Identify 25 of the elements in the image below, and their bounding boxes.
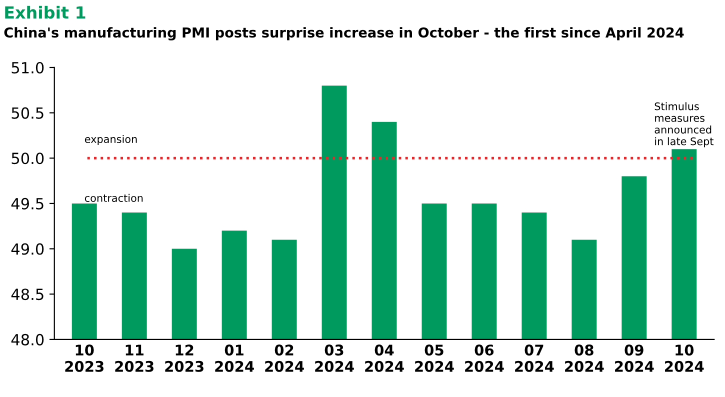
annotation: expansion — [84, 134, 137, 146]
x-tick-label: 05 2024 — [415, 344, 454, 372]
x-tick-label: 02 2024 — [265, 344, 304, 372]
y-tick-label: 50.5 — [12, 107, 44, 119]
y-tick-label: 48.5 — [11, 288, 44, 300]
x-tick-label: 10 2024 — [664, 344, 704, 372]
x-tick-label: 04 2024 — [365, 344, 404, 372]
x-tick-label: 10 2023 — [65, 344, 104, 372]
x-tick-label: 09 2024 — [615, 344, 654, 372]
annotation: contraction — [84, 194, 143, 202]
annotation: Stimulus measures announced in late Sept — [654, 102, 714, 148]
chart-subtitle: China's manufacturing PMI posts surprise increase in October - the first since April 2024 — [4, 27, 684, 40]
chart-title: Exhibit 1 — [5, 6, 86, 19]
y-tick-label: 50.0 — [12, 152, 44, 164]
y-tick-label: 49.5 — [11, 198, 44, 210]
x-tick-label: 11 2023 — [115, 344, 154, 372]
x-tick-label: 01 2024 — [215, 344, 254, 372]
x-tick-label: 08 2024 — [565, 344, 604, 372]
x-tick-label: 06 2024 — [465, 344, 504, 372]
y-tick-label: 49.0 — [11, 243, 44, 255]
x-tick-label: 03 2024 — [315, 344, 354, 372]
x-tick-label: 07 2024 — [515, 344, 554, 372]
x-tick-label: 12 2023 — [165, 344, 204, 372]
y-tick-label: 48.0 — [11, 334, 44, 346]
y-tick-label: 51.0 — [12, 62, 44, 74]
